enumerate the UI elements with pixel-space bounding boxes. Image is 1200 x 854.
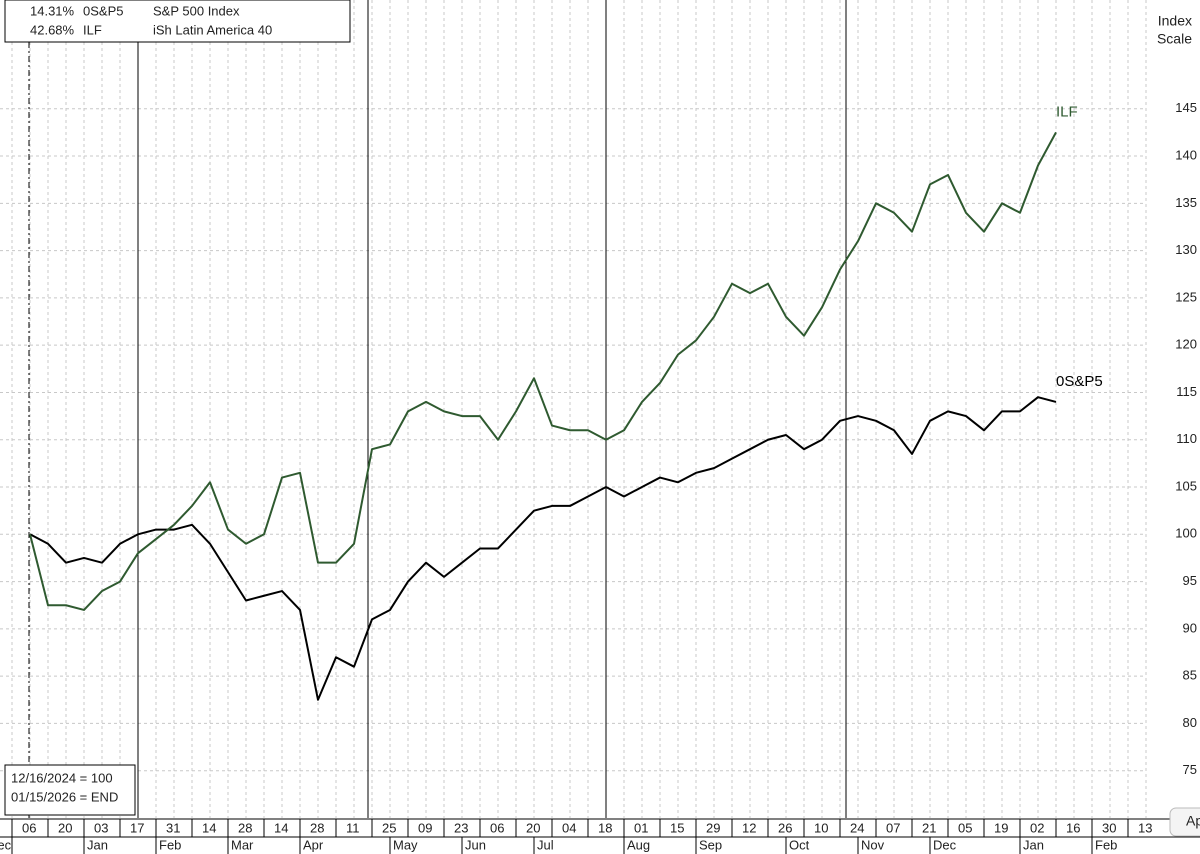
x-tick-label: 20	[58, 820, 72, 835]
legend-symbol: 0S&P5	[83, 3, 123, 18]
month-label: Feb	[1095, 837, 1117, 852]
x-tick-label: 06	[22, 820, 36, 835]
y-tick-label: 80	[1183, 715, 1197, 730]
legend-symbol: ILF	[83, 22, 102, 37]
y-tick-label: 120	[1175, 337, 1197, 352]
legend-description: S&P 500 Index	[153, 3, 240, 18]
y-tick-label: 85	[1183, 668, 1197, 683]
legend-change: 42.68%	[30, 22, 75, 37]
series-end-label: 0S&P5	[1056, 373, 1103, 390]
x-tick-label: 13	[1138, 820, 1152, 835]
legend-box	[4, 0, 351, 43]
month-label: Dec	[0, 837, 12, 852]
x-tick-label: 21	[922, 820, 936, 835]
y-tick-label: 75	[1183, 762, 1197, 777]
legend-description: iSh Latin America 40	[153, 22, 272, 37]
x-tick-label: 14	[274, 820, 288, 835]
month-label: Feb	[159, 837, 181, 852]
month-label: Dec	[933, 837, 957, 852]
x-tick-label: 31	[166, 820, 180, 835]
x-tick-label: 01	[634, 820, 648, 835]
x-tick-label: 05	[958, 820, 972, 835]
y-tick-label: 110	[1176, 431, 1197, 446]
month-label: Nov	[861, 837, 885, 852]
x-tick-label: 03	[94, 820, 108, 835]
y-tick-label: 140	[1175, 147, 1197, 162]
x-tick-label: 17	[130, 820, 144, 835]
end-note: 01/15/2026 = END	[11, 789, 118, 804]
x-tick-label: 06	[490, 820, 504, 835]
x-tick-label: 25	[382, 820, 396, 835]
month-label: Jan	[1023, 837, 1044, 852]
y-tick-label: 125	[1175, 289, 1197, 304]
x-tick-label: 28	[238, 820, 252, 835]
y-axis-title: Index	[1158, 13, 1192, 29]
month-label: Jun	[465, 837, 486, 852]
y-tick-label: 105	[1175, 478, 1197, 493]
legend-change: 14.31%	[30, 3, 75, 18]
series-line	[29, 131, 1057, 611]
month-label: Oct	[789, 837, 810, 852]
y-tick-label: 95	[1183, 573, 1197, 588]
grid	[0, 0, 1147, 818]
y-tick-label: 130	[1175, 242, 1197, 257]
y-tick-label: 145	[1175, 100, 1197, 115]
x-tick-label: 30	[1102, 820, 1116, 835]
y-tick-label: 90	[1183, 620, 1197, 635]
corner-button[interactable]	[1169, 807, 1200, 837]
x-tick-label: 12	[742, 820, 756, 835]
series: 0S&P5 ILF	[29, 103, 1103, 701]
y-tick-label: 135	[1175, 195, 1197, 210]
x-tick-label: 23	[454, 820, 468, 835]
x-tick-label: 02	[1030, 820, 1044, 835]
x-tick-label: 15	[670, 820, 684, 835]
series-line	[29, 396, 1057, 701]
month-label: Jan	[87, 837, 108, 852]
corner-button-label[interactable]: Ap	[1186, 813, 1200, 829]
x-tick-label: 07	[886, 820, 900, 835]
month-label: Sep	[699, 837, 722, 852]
x-tick-label: 14	[202, 820, 216, 835]
series-end-label: ILF	[1056, 103, 1078, 120]
base-note: 12/16/2024 = 100	[11, 770, 113, 785]
x-tick-label: 24	[850, 820, 864, 835]
x-tick-label: 10	[814, 820, 828, 835]
x-tick-label: 19	[994, 820, 1008, 835]
x-tick-label: 29	[706, 820, 720, 835]
x-tick-label: 26	[778, 820, 792, 835]
month-label: Mar	[231, 837, 254, 852]
x-tick-label: 11	[346, 820, 360, 835]
month-label: Apr	[303, 837, 324, 852]
x-tick-label: 20	[526, 820, 540, 835]
month-label: May	[393, 837, 418, 852]
month-label: Jul	[537, 837, 554, 852]
y-axis-title: Scale	[1157, 31, 1192, 47]
y-tick-label: 115	[1176, 384, 1197, 399]
x-tick-label: 16	[1066, 820, 1080, 835]
x-tick-label: 09	[418, 820, 432, 835]
x-tick-label: 28	[310, 820, 324, 835]
x-tick-label: 18	[598, 820, 612, 835]
month-label: Aug	[627, 837, 650, 852]
axes: 7580859095100105110115120125130135140145…	[0, 100, 1200, 854]
x-tick-label: 04	[562, 820, 576, 835]
note-box	[4, 764, 136, 816]
y-tick-label: 100	[1175, 526, 1197, 541]
